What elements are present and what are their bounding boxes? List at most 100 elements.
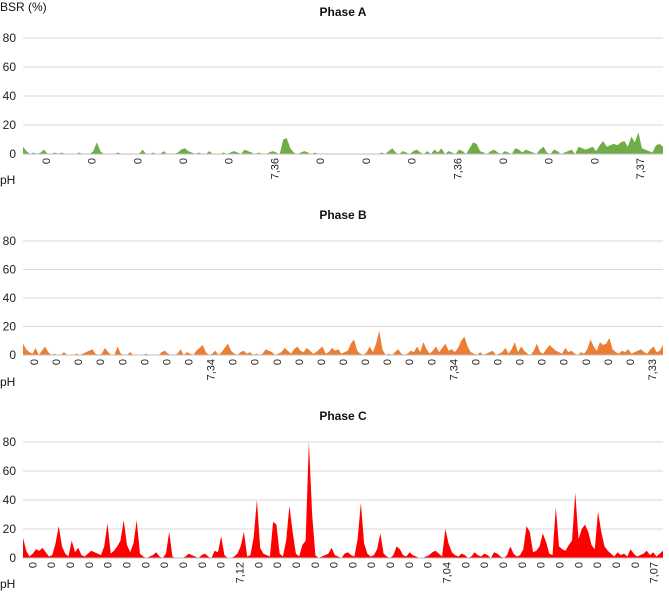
y-axis-label: BSR (%)	[0, 0, 47, 14]
x-tick-label: 0	[517, 562, 529, 568]
x-tick-label: 0	[338, 359, 350, 365]
chart-title: Phase C	[319, 409, 367, 423]
x-axis-label: pH	[0, 577, 15, 591]
y-tick-label: 0	[9, 551, 16, 565]
x-tick-label: 0	[347, 562, 359, 568]
area-series	[23, 132, 663, 154]
x-tick-label: 0	[51, 359, 63, 365]
y-tick-label: 20	[3, 522, 17, 536]
y-tick-label: 60	[3, 263, 17, 277]
x-tick-label: 0	[573, 562, 585, 568]
x-tick-label: 0	[122, 562, 134, 568]
y-tick-label: 60	[3, 464, 17, 478]
x-tick-label: 0	[291, 562, 303, 568]
x-tick-label: 0	[423, 562, 435, 568]
x-tick-label: 0	[73, 359, 85, 365]
chart-title: Phase A	[320, 5, 367, 19]
x-tick-label: 0	[140, 562, 152, 568]
x-tick-label: 0	[404, 562, 416, 568]
x-tick-label: 0	[139, 359, 151, 365]
y-tick-label: 60	[3, 60, 17, 74]
x-axis-label: pH	[0, 173, 15, 187]
x-tick-label: 0	[161, 359, 173, 365]
y-tick-label: 80	[3, 435, 17, 449]
x-tick-label: 0	[184, 359, 196, 365]
x-tick-label: 0	[117, 359, 129, 365]
x-tick-label: 0	[404, 359, 416, 365]
x-tick-label: 7,12	[234, 562, 246, 583]
x-tick-label: 0	[310, 562, 322, 568]
x-tick-label: 7,37	[635, 158, 647, 179]
y-tick-label: 40	[3, 291, 17, 305]
x-tick-label: 7,34	[206, 359, 218, 380]
x-tick-label: 7,34	[448, 359, 460, 380]
x-tick-label: 7,33	[647, 359, 659, 380]
x-tick-label: 0	[611, 562, 623, 568]
x-tick-label: 0	[492, 359, 504, 365]
x-tick-label: 0	[498, 562, 510, 568]
x-tick-label: 0	[87, 158, 99, 164]
x-tick-label: 0	[603, 359, 615, 365]
x-tick-label: 7,07	[649, 562, 661, 583]
x-tick-label: 0	[228, 359, 240, 365]
x-tick-label: 7,36	[269, 158, 281, 179]
x-tick-label: 0	[361, 158, 373, 164]
x-tick-label: 0	[46, 562, 58, 568]
x-tick-label: 0	[592, 562, 604, 568]
x-tick-label: 0	[132, 158, 144, 164]
y-tick-label: 20	[3, 320, 17, 334]
x-tick-label: 0	[537, 359, 549, 365]
x-tick-label: 0	[426, 359, 438, 365]
x-tick-label: 0	[630, 562, 642, 568]
x-tick-label: 0	[178, 158, 190, 164]
y-tick-label: 0	[9, 147, 16, 161]
x-tick-label: 0	[294, 359, 306, 365]
x-tick-label: 0	[581, 359, 593, 365]
x-tick-label: 0	[554, 562, 566, 568]
x-tick-label: 0	[159, 562, 171, 568]
x-axis-label: pH	[0, 375, 15, 389]
x-tick-label: 7,36	[452, 158, 464, 179]
x-tick-label: 0	[479, 562, 491, 568]
y-tick-label: 40	[3, 493, 17, 507]
x-tick-label: 0	[407, 158, 419, 164]
x-tick-label: 0	[366, 562, 378, 568]
x-tick-label: 0	[360, 359, 372, 365]
area-series	[23, 442, 663, 558]
x-tick-label: 0	[178, 562, 190, 568]
x-tick-label: 0	[224, 158, 236, 164]
x-tick-label: 0	[65, 562, 77, 568]
y-tick-label: 20	[3, 118, 17, 132]
x-tick-label: 0	[95, 359, 107, 365]
x-tick-label: 0	[29, 359, 41, 365]
x-tick-label: 0	[498, 158, 510, 164]
x-tick-label: 0	[625, 359, 637, 365]
x-tick-label: 0	[197, 562, 209, 568]
x-tick-label: 0	[216, 562, 228, 568]
x-tick-label: 0	[253, 562, 265, 568]
x-tick-label: 0	[27, 562, 39, 568]
x-tick-label: 0	[272, 359, 284, 365]
x-tick-label: 0	[41, 158, 53, 164]
x-tick-label: 0	[589, 158, 601, 164]
x-tick-label: 0	[250, 359, 262, 365]
y-tick-label: 80	[3, 234, 17, 248]
x-tick-label: 0	[559, 359, 571, 365]
x-tick-label: 0	[382, 359, 394, 365]
area-series	[23, 330, 663, 355]
y-tick-label: 0	[9, 348, 16, 362]
x-tick-label: 0	[84, 562, 96, 568]
x-tick-label: 0	[460, 562, 472, 568]
x-tick-label: 0	[544, 158, 556, 164]
x-tick-label: 0	[272, 562, 284, 568]
x-tick-label: 0	[536, 562, 548, 568]
x-tick-label: 0	[103, 562, 115, 568]
x-tick-label: 0	[316, 359, 328, 365]
y-tick-label: 40	[3, 89, 17, 103]
x-tick-label: 0	[515, 359, 527, 365]
x-tick-label: 0	[315, 158, 327, 164]
x-tick-label: 7,04	[442, 562, 454, 583]
x-tick-label: 0	[470, 359, 482, 365]
